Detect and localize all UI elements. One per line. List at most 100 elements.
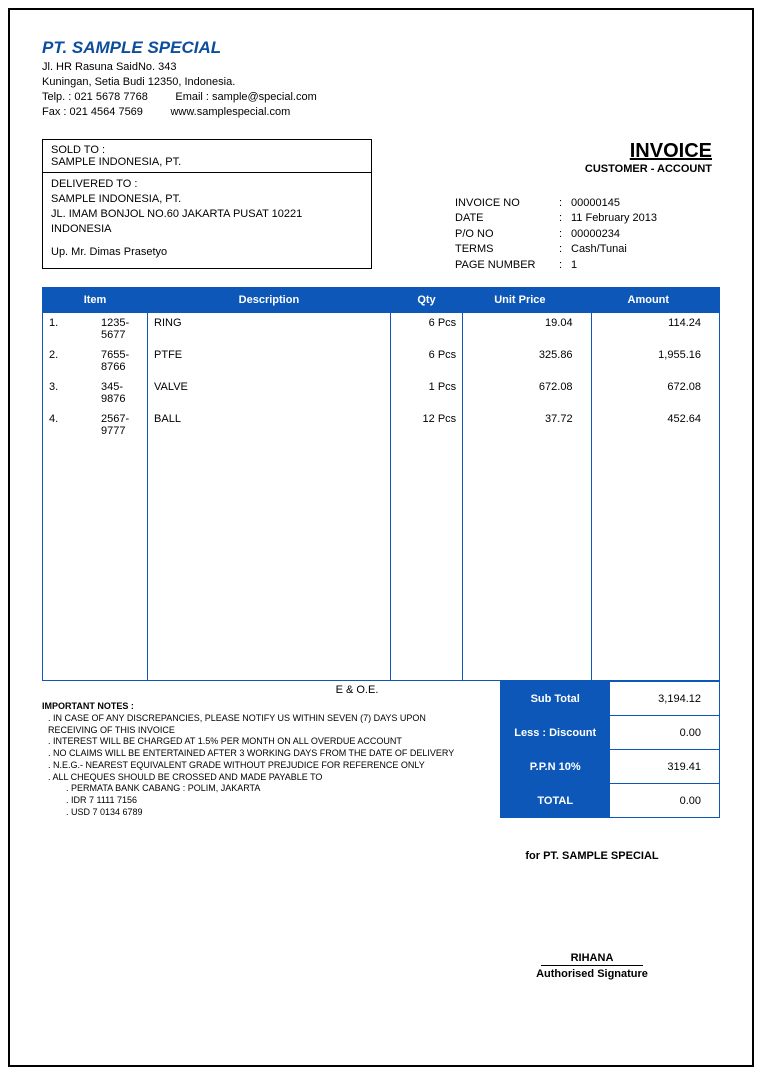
notes-subline: . IDR 7 1111 7156: [42, 795, 492, 807]
cell-item: 2567-9777: [95, 409, 148, 441]
company-contact-row2: Fax : 021 4564 7569 www.samplespecial.co…: [42, 105, 720, 120]
cell-desc: PTFE: [148, 345, 391, 377]
cell-price: 325.86: [463, 345, 591, 377]
meta-value: 1: [571, 258, 577, 273]
cell-num: 1.: [43, 312, 96, 345]
cell-num: 2.: [43, 345, 96, 377]
company-contact-row1: Telp. : 021 5678 7768 Email : sample@spe…: [42, 90, 720, 105]
th-item: Item: [43, 287, 148, 312]
delivered-to-label: DELIVERED TO :: [51, 177, 363, 192]
meta-label: DATE: [455, 211, 559, 226]
notes-title: IMPORTANT NOTES :: [42, 701, 492, 713]
th-qty: Qty: [390, 287, 462, 312]
notes-line: . NO CLAIMS WILL BE ENTERTAINED AFTER 3 …: [42, 748, 492, 760]
table-row: 1.1235-5677RING6 Pcs19.04114.24: [43, 312, 720, 345]
notes-line: . IN CASE OF ANY DISCREPANCIES, PLEASE N…: [42, 713, 492, 725]
meta-colon: :: [559, 242, 571, 257]
total-value: 319.41: [610, 750, 720, 784]
signature-block: for PT. SAMPLE SPECIAL RIHANA Authorised…: [492, 850, 692, 980]
delivered-to-addr1: JL. IMAM BONJOL NO.60 JAKARTA PUSAT 1022…: [51, 207, 363, 222]
cell-qty: 1 Pcs: [390, 377, 462, 409]
meta-label: P/O NO: [455, 227, 559, 242]
meta-colon: :: [559, 258, 571, 273]
th-price: Unit Price: [463, 287, 591, 312]
notes-column: E & O.E. IMPORTANT NOTES : . IN CASE OF …: [42, 681, 500, 818]
notes-line: RECEIVING OF THIS INVOICE: [42, 725, 492, 737]
total-label: Sub Total: [501, 682, 610, 716]
total-label: Less : Discount: [501, 716, 610, 750]
table-row: 4.2567-9777BALL12 Pcs37.72452.64: [43, 409, 720, 441]
table-row: 2.7655-8766PTFE6 Pcs325.861,955.16: [43, 345, 720, 377]
total-label: P.P.N 10%: [501, 750, 610, 784]
meta-colon: :: [559, 227, 571, 242]
table-header-row: Item Description Qty Unit Price Amount: [43, 287, 720, 312]
meta-colon: :: [559, 196, 571, 211]
total-value: 3,194.12: [610, 682, 720, 716]
meta-label: TERMS: [455, 242, 559, 257]
meta-row: INVOICE NO:00000145: [455, 196, 657, 211]
totals-row: Sub Total3,194.12: [501, 682, 720, 716]
meta-value: Cash/Tunai: [571, 242, 627, 257]
cell-desc: RING: [148, 312, 391, 345]
meta-value: 00000145: [571, 196, 620, 211]
signature-for: for PT. SAMPLE SPECIAL: [492, 850, 692, 862]
th-desc: Description: [148, 287, 391, 312]
fax-label: Fax :: [42, 106, 66, 118]
invoice-page: PT. SAMPLE SPECIAL Jl. HR Rasuna SaidNo.…: [8, 8, 754, 1067]
eoe-text: E & O.E.: [42, 683, 492, 697]
cell-amount: 114.24: [591, 312, 719, 345]
invoice-meta: INVOICE NO:00000145DATE:11 February 2013…: [455, 196, 657, 273]
totals-row: TOTAL0.00: [501, 784, 720, 818]
signature-role: Authorised Signature: [492, 968, 692, 980]
cell-item: 345-9876: [95, 377, 148, 409]
meta-row: DATE:11 February 2013: [455, 211, 657, 226]
delivered-to-attn: Up. Mr. Dimas Prasetyo: [51, 245, 363, 260]
th-amount: Amount: [591, 287, 719, 312]
tel-label: Telp. :: [42, 91, 71, 103]
fax-value: 021 4564 7569: [70, 106, 143, 118]
meta-row: P/O NO:00000234: [455, 227, 657, 242]
web-value: www.samplespecial.com: [170, 106, 290, 118]
sold-to-name: SAMPLE INDONESIA, PT.: [51, 156, 363, 168]
meta-value: 00000234: [571, 227, 620, 242]
signature-name: RIHANA: [541, 952, 644, 966]
cell-qty: 6 Pcs: [390, 312, 462, 345]
table-filler: [43, 441, 720, 681]
meta-row: PAGE NUMBER:1: [455, 258, 657, 273]
cell-price: 19.04: [463, 312, 591, 345]
delivered-to-name: SAMPLE INDONESIA, PT.: [51, 192, 363, 207]
company-address2: Kuningan, Setia Budi 12350, Indonesia.: [42, 75, 720, 90]
table-row: 3.345-9876VALVE1 Pcs672.08672.08: [43, 377, 720, 409]
meta-colon: :: [559, 211, 571, 226]
company-info: Jl. HR Rasuna SaidNo. 343 Kuningan, Seti…: [42, 60, 720, 119]
notes-line: . INTEREST WILL BE CHARGED AT 1.5% PER M…: [42, 736, 492, 748]
notes-line: . N.E.G.- NEAREST EQUIVALENT GRADE WITHO…: [42, 760, 492, 772]
notes-subline: . USD 7 0134 6789: [42, 807, 492, 819]
cell-amount: 672.08: [591, 377, 719, 409]
total-label: TOTAL: [501, 784, 610, 818]
company-address1: Jl. HR Rasuna SaidNo. 343: [42, 60, 720, 75]
meta-value: 11 February 2013: [571, 211, 657, 226]
total-value: 0.00: [610, 784, 720, 818]
meta-row: TERMS:Cash/Tunai: [455, 242, 657, 257]
cell-item: 1235-5677: [95, 312, 148, 345]
notes-line: . ALL CHEQUES SHOULD BE CROSSED AND MADE…: [42, 772, 492, 784]
invoice-subtitle: CUSTOMER - ACCOUNT: [585, 163, 712, 175]
delivered-to-box: DELIVERED TO : SAMPLE INDONESIA, PT. JL.…: [42, 173, 372, 268]
company-name: PT. SAMPLE SPECIAL: [42, 38, 720, 58]
cell-amount: 1,955.16: [591, 345, 719, 377]
sold-to-box: SOLD TO : SAMPLE INDONESIA, PT.: [42, 139, 372, 173]
meta-label: PAGE NUMBER: [455, 258, 559, 273]
company-block: PT. SAMPLE SPECIAL Jl. HR Rasuna SaidNo.…: [42, 38, 720, 119]
invoice-title: INVOICE: [585, 140, 712, 163]
email-label: Email :: [175, 91, 209, 103]
email-value: sample@special.com: [212, 91, 317, 103]
totals-table: Sub Total3,194.12Less : Discount0.00P.P.…: [500, 681, 720, 818]
cell-qty: 12 Pcs: [390, 409, 462, 441]
below-table: E & O.E. IMPORTANT NOTES : . IN CASE OF …: [42, 681, 720, 818]
total-value: 0.00: [610, 716, 720, 750]
cell-item: 7655-8766: [95, 345, 148, 377]
notes-subline: . PERMATA BANK CABANG : POLIM, JAKARTA: [42, 783, 492, 795]
cell-price: 37.72: [463, 409, 591, 441]
cell-num: 3.: [43, 377, 96, 409]
